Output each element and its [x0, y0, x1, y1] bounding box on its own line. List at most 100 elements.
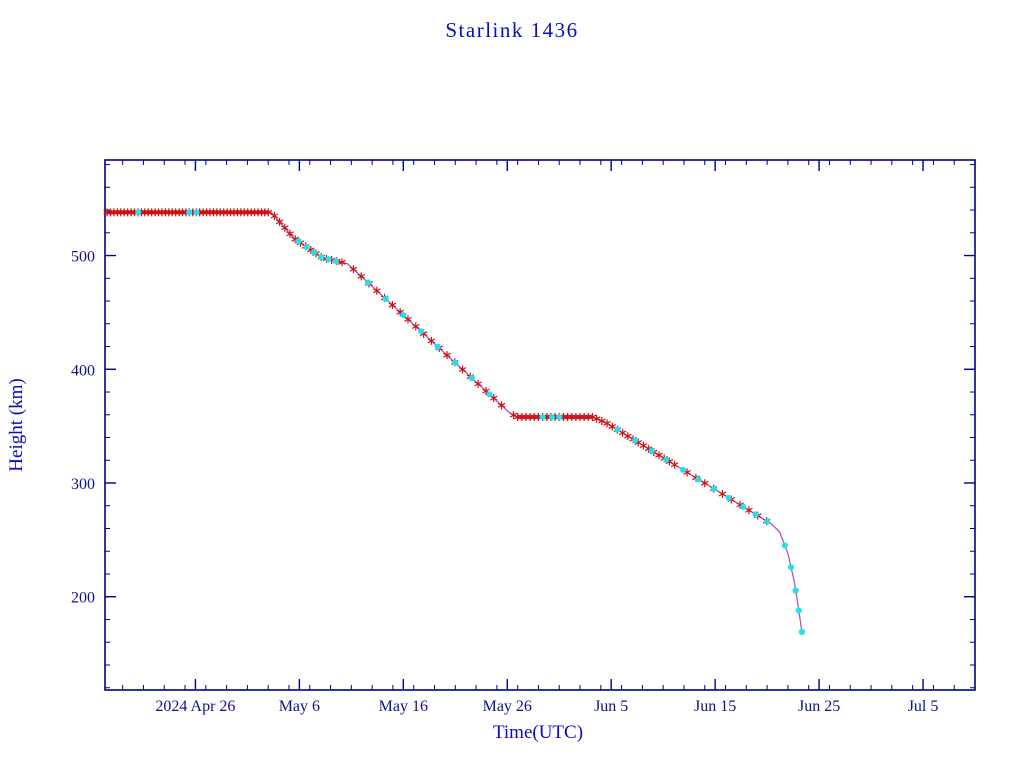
red-asterisk-marker — [458, 365, 467, 374]
red-asterisk-marker — [147, 208, 156, 217]
x-tick-label: Jul 5 — [908, 698, 939, 715]
red-asterisk-marker — [357, 272, 366, 281]
red-asterisk-marker — [655, 451, 663, 460]
red-asterisk-marker — [106, 208, 115, 217]
cyan-dot-marker — [193, 209, 200, 216]
red-asterisk-marker — [281, 223, 289, 232]
cyan-dot-marker — [548, 413, 556, 421]
red-asterisk-marker — [168, 208, 177, 217]
x-tick-label: May 6 — [279, 698, 320, 715]
red-asterisk-marker — [670, 460, 679, 469]
red-asterisk-marker — [213, 208, 221, 217]
cyan-dot-marker — [417, 328, 425, 335]
red-asterisk-marker — [250, 208, 259, 217]
red-asterisk-marker — [237, 208, 245, 217]
axis-ticks — [105, 160, 975, 690]
cyan-dot-marker — [332, 257, 339, 264]
red-asterisk-marker — [144, 208, 153, 217]
data-series — [103, 208, 806, 636]
cyan-dot-marker — [795, 607, 802, 614]
y-axis-label: Height (km) — [6, 378, 27, 471]
cyan-dot-marker — [303, 243, 310, 251]
red-asterisk-marker — [373, 286, 381, 295]
red-asterisk-marker — [745, 506, 753, 515]
red-asterisk-marker — [624, 432, 632, 441]
chart-title: Starlink 1436 — [445, 18, 578, 42]
x-tick-label: Jun 5 — [594, 698, 628, 715]
red-asterisk-marker — [178, 208, 187, 217]
cyan-dot-marker — [295, 238, 302, 245]
red-asterisk-marker — [226, 208, 235, 217]
red-asterisk-marker — [233, 208, 242, 217]
red-asterisk-marker — [411, 322, 420, 331]
cyan-dot-marker — [764, 518, 771, 525]
cyan-dot-marker — [787, 564, 795, 571]
red-asterisk-marker — [240, 208, 249, 217]
y-tick-label: 200 — [71, 590, 95, 607]
cyan-dot-marker — [400, 311, 407, 319]
red-asterisk-marker — [120, 208, 129, 217]
cyan-dot-marker — [798, 628, 806, 636]
red-asterisk-marker — [603, 419, 611, 428]
cyan-dot-marker — [434, 343, 441, 350]
cyan-dot-marker — [648, 447, 655, 454]
cyan-dot-marker — [468, 375, 476, 382]
cyan-dot-marker — [695, 476, 702, 483]
red-asterisk-marker — [199, 208, 207, 217]
x-tick-label: May 26 — [483, 698, 532, 715]
red-asterisk-marker — [123, 208, 132, 217]
red-asterisk-marker — [158, 208, 166, 217]
red-asterisk-marker — [216, 208, 225, 217]
red-asterisk-marker — [206, 208, 214, 217]
axis-tick-labels: 2024 Apr 26 May 6 May 16 May 26 Jun 5 Jun 15 J… — [71, 249, 938, 715]
cyan-dot-marker — [310, 248, 318, 256]
red-asterisk-marker — [275, 217, 284, 226]
red-asterisk-marker — [202, 208, 211, 217]
cyan-dot-marker — [679, 466, 687, 473]
red-asterisk-marker — [113, 208, 122, 217]
plot-frame — [104, 159, 976, 691]
red-asterisk-marker — [257, 208, 266, 217]
red-asterisk-marker — [141, 208, 149, 217]
red-asterisk-marker — [700, 479, 709, 488]
plot-border — [104, 159, 976, 691]
red-asterisk-marker — [349, 265, 358, 274]
red-asterisk-marker — [718, 490, 727, 499]
red-asterisk-marker — [474, 379, 482, 388]
cyan-dot-marker — [725, 494, 732, 501]
cyan-dot-marker — [614, 426, 621, 433]
red-asterisk-marker — [230, 208, 238, 217]
x-tick-label: Jun 25 — [798, 698, 840, 715]
cyan-dot-marker — [135, 209, 142, 216]
red-asterisk-marker — [404, 315, 412, 324]
red-asterisk-marker — [261, 208, 269, 217]
red-asterisk-marker — [338, 258, 346, 267]
cyan-dot-marker — [556, 413, 563, 421]
red-asterisk-marker — [151, 208, 159, 217]
red-asterisk-marker — [117, 208, 125, 217]
red-asterisk-marker — [161, 208, 170, 217]
red-asterisk-marker — [247, 208, 255, 217]
height-line — [106, 211, 803, 633]
red-asterisk-marker — [286, 229, 294, 238]
cyan-dot-marker — [711, 485, 718, 493]
cyan-dot-marker — [452, 359, 459, 366]
red-asterisk-marker — [270, 211, 279, 220]
red-asterisk-marker — [175, 208, 183, 217]
x-tick-label: 2024 Apr 26 — [155, 698, 235, 715]
red-asterisk-marker — [171, 208, 180, 217]
red-asterisk-marker — [264, 208, 273, 217]
cyan-dot-marker — [186, 209, 193, 216]
y-tick-label: 300 — [71, 476, 95, 493]
red-asterisk-marker — [103, 208, 111, 217]
cyan-dot-marker — [539, 413, 546, 421]
y-tick-label: 400 — [71, 362, 95, 379]
red-asterisk-marker — [443, 351, 451, 360]
red-asterisk-marker — [592, 414, 601, 423]
red-asterisk-marker — [165, 208, 173, 217]
cyan-dot-marker — [382, 295, 389, 302]
red-asterisk-marker — [427, 336, 436, 345]
red-asterisk-marker — [154, 208, 163, 217]
red-asterisk-marker — [223, 208, 231, 217]
